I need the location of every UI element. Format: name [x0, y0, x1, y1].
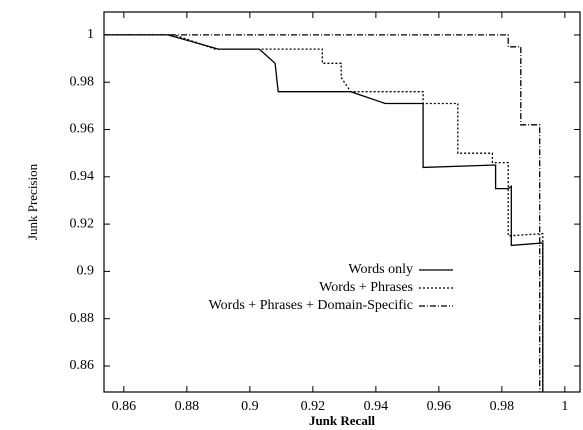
- y-tick-label: 0.88: [70, 311, 95, 326]
- x-tick-label: 0.86: [112, 399, 137, 414]
- y-tick-label: 0.92: [70, 216, 95, 231]
- legend-label: Words + Phrases + Domain-Specific: [209, 298, 413, 313]
- x-tick-label: 0.88: [175, 399, 200, 414]
- y-tick-label: 1: [87, 27, 94, 42]
- legend-label: Words + Phrases: [319, 280, 413, 295]
- x-tick-label: 0.92: [301, 399, 326, 414]
- x-axis-label: Junk Recall: [309, 413, 375, 428]
- x-tick-label: 0.96: [427, 399, 452, 414]
- series-line: [104, 34, 544, 392]
- x-tick-label: 0.9: [241, 399, 259, 414]
- y-axis-label: Junk Precision: [25, 163, 40, 240]
- y-tick-label: 0.98: [70, 74, 95, 89]
- x-tick-label: 0.94: [364, 399, 389, 414]
- y-tick-label: 0.9: [77, 264, 95, 279]
- legend-label: Words only: [348, 262, 413, 277]
- series-line: [104, 34, 541, 392]
- series-line: [104, 34, 544, 392]
- plot-frame: [103, 11, 581, 393]
- x-tick-label: 1: [561, 399, 568, 414]
- y-tick-label: 0.86: [70, 358, 95, 373]
- y-tick-label: 0.96: [70, 122, 95, 137]
- x-tick-label: 0.98: [490, 399, 515, 414]
- y-tick-label: 0.94: [70, 169, 95, 184]
